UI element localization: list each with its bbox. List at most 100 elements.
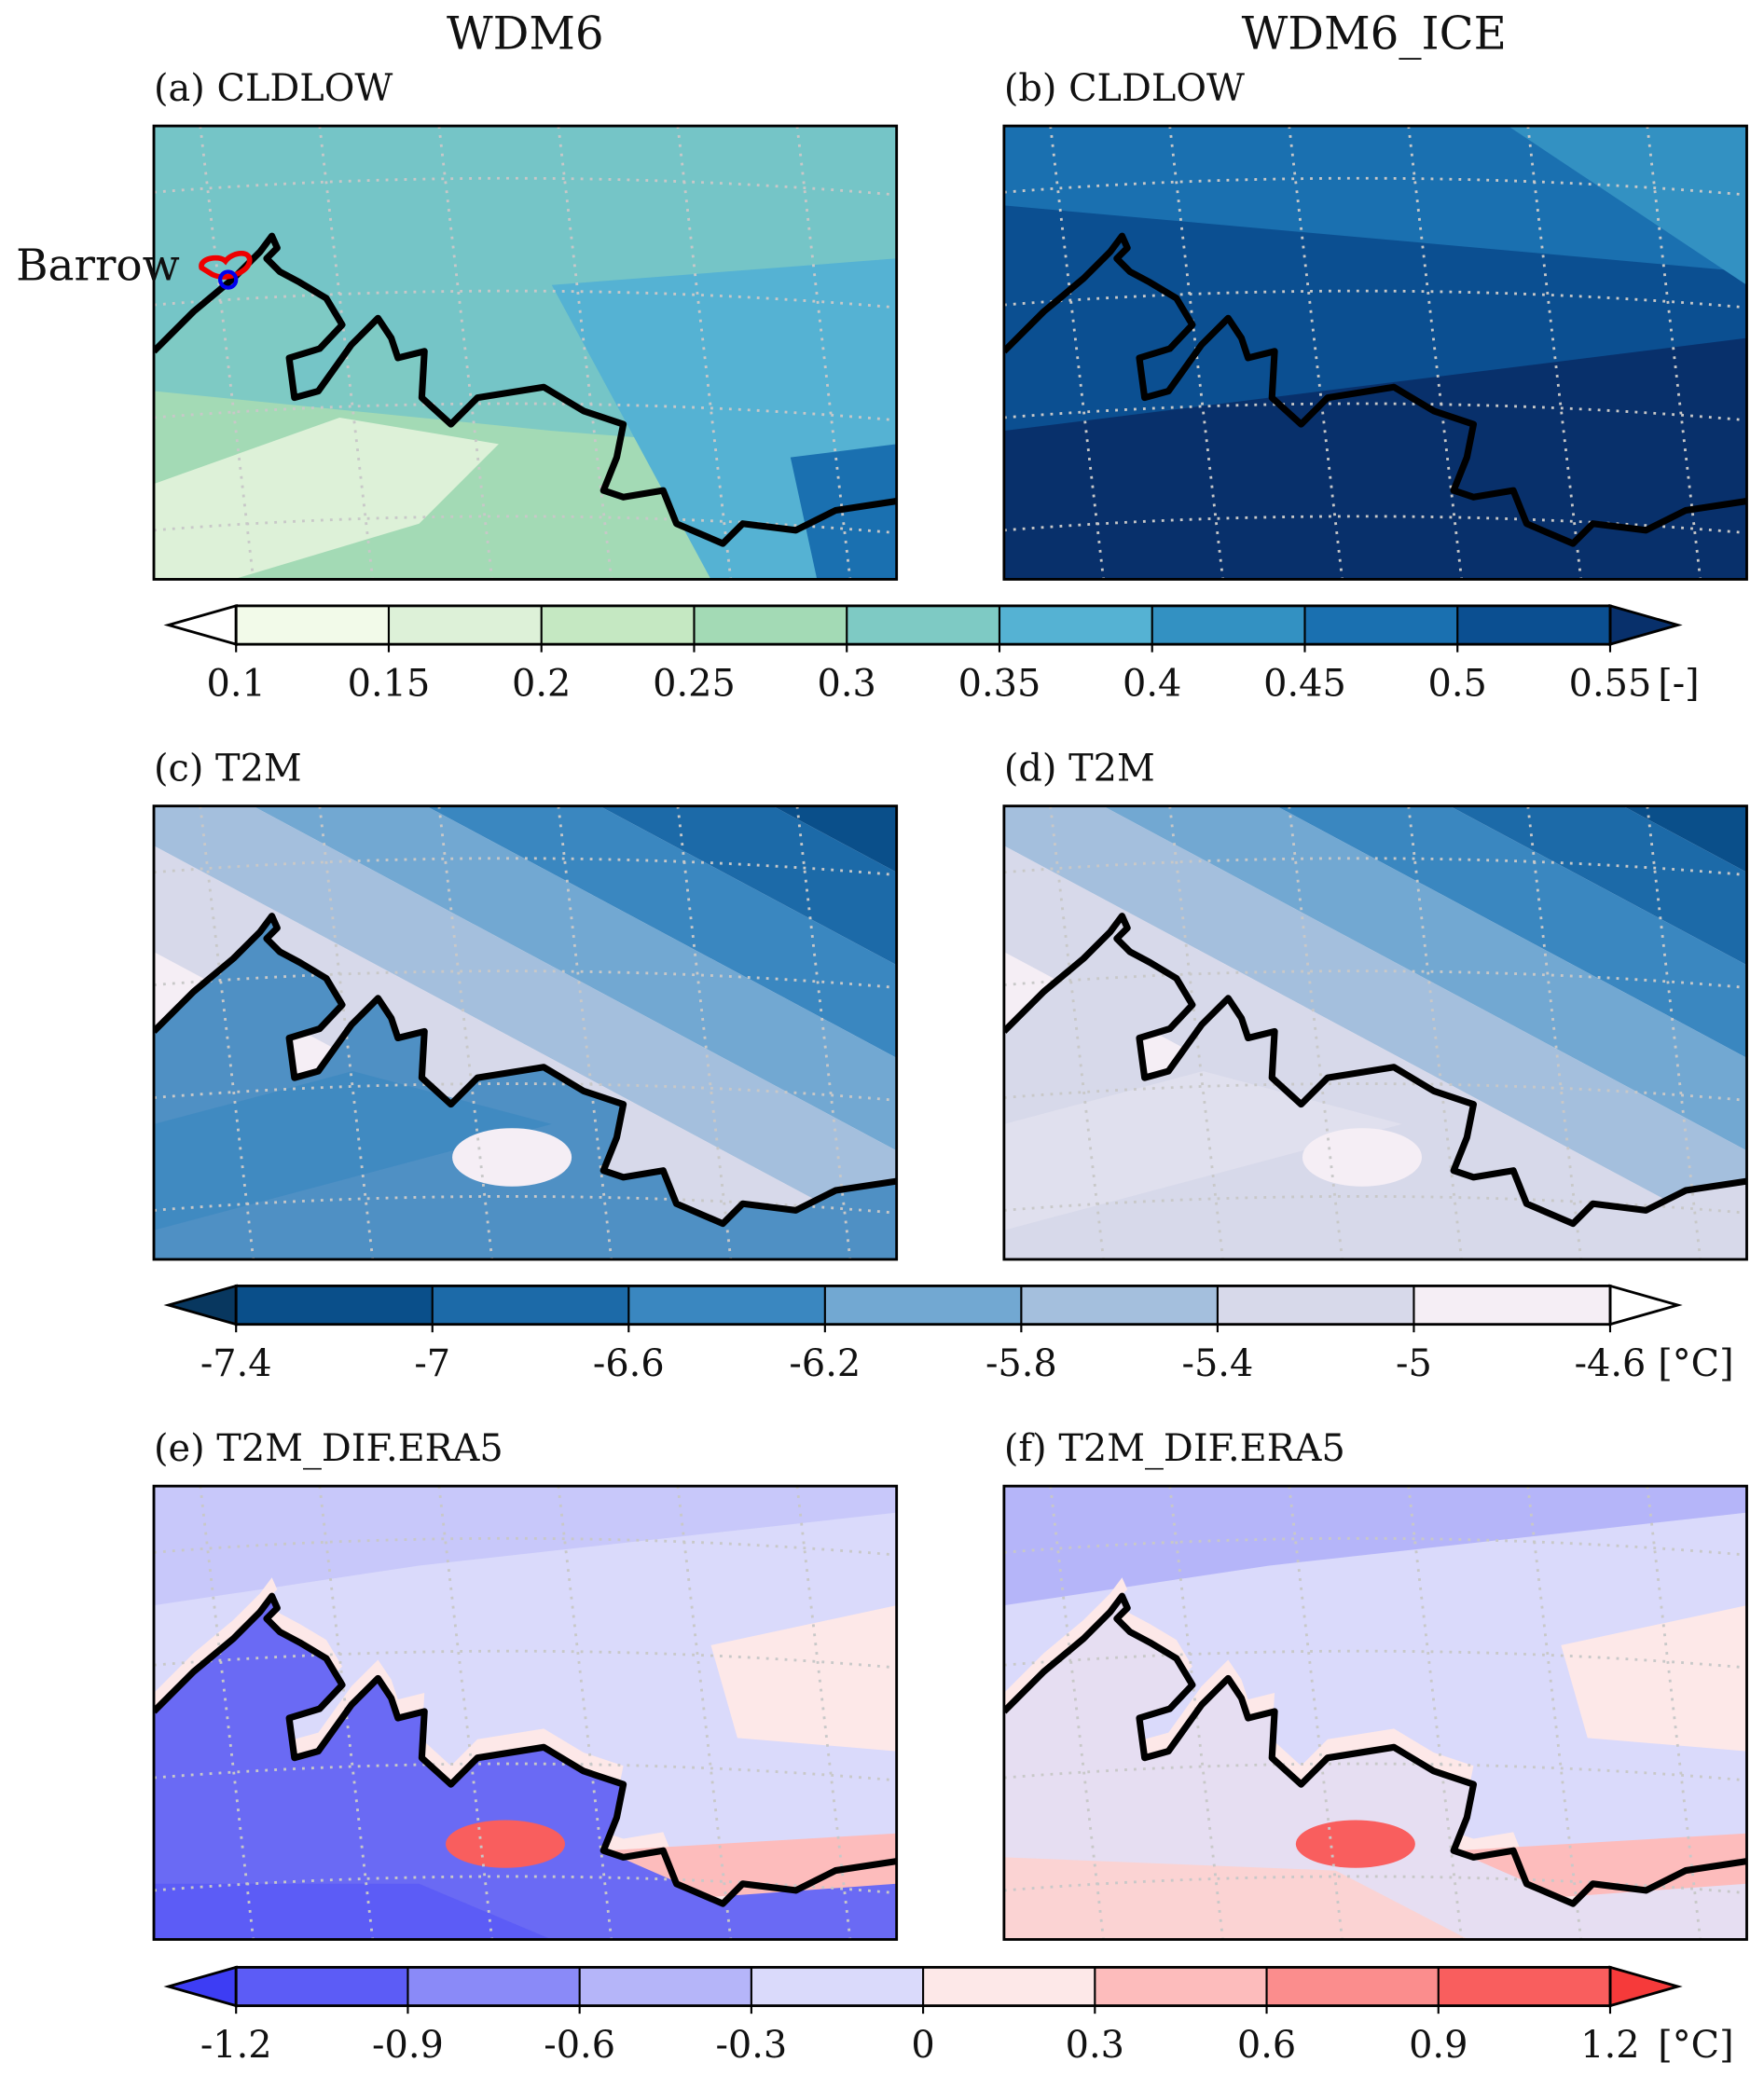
field-band xyxy=(1003,846,1747,1259)
graticule xyxy=(199,126,255,580)
colorbar-tick-label: -6.6 xyxy=(593,1342,665,1385)
colorbar-segment xyxy=(236,605,389,645)
graticule xyxy=(199,805,255,1259)
colorbar-tick-label: 0.55 xyxy=(1569,663,1652,706)
graticule xyxy=(1288,805,1344,1259)
colorbar-extend xyxy=(163,1965,238,2008)
graticule xyxy=(154,1536,897,1557)
land xyxy=(452,1128,572,1187)
colorbar-segment xyxy=(694,605,848,645)
colorbar-tick-label: 0.25 xyxy=(653,663,736,706)
colorbar-segment xyxy=(1095,1967,1267,2006)
graticule xyxy=(1003,1649,1747,1670)
graticule xyxy=(557,1486,613,1940)
graticule xyxy=(154,402,897,422)
colorbar-tick-label: 0 xyxy=(911,2024,934,2067)
graticule xyxy=(1407,1486,1464,1940)
map-panel xyxy=(1003,1486,1747,1940)
colorbar-segment xyxy=(388,605,542,645)
field-band xyxy=(1003,805,1747,1244)
graticule xyxy=(1049,1486,1105,1940)
graticule xyxy=(1168,805,1225,1259)
field-band xyxy=(154,805,897,1244)
colorbar-tick-label: -6.2 xyxy=(789,1342,861,1385)
colorbar-unit: [-] xyxy=(1658,663,1700,706)
panel-label: (e) T2M_DIF.ERA5 xyxy=(154,1427,503,1470)
colorbar-segment xyxy=(236,1967,408,2006)
colorbar-segment xyxy=(1217,1285,1414,1325)
colorbar-tick-label: 0.9 xyxy=(1409,2024,1468,2067)
colorbar-extend xyxy=(1608,1965,1683,2008)
graticule xyxy=(1288,1486,1344,1940)
colorbar-tick-label: -5.4 xyxy=(1182,1342,1254,1385)
graticule xyxy=(676,805,733,1259)
map-panel xyxy=(154,805,897,1259)
colorbar-segment xyxy=(1413,1285,1610,1325)
colorbar-segment xyxy=(1021,1285,1218,1325)
colorbar-tick-label: -1.2 xyxy=(200,2024,272,2067)
graticule xyxy=(154,176,897,197)
cold xyxy=(154,1883,552,1940)
coastline xyxy=(1003,232,1747,547)
graticule xyxy=(154,515,897,535)
panel-frame xyxy=(152,1484,899,1941)
coastline xyxy=(154,1592,897,1907)
column-title: WDM6_ICE xyxy=(1242,7,1507,60)
colorbar-tick-label: 1.2 xyxy=(1580,2024,1639,2067)
field-band xyxy=(1561,1605,1747,1752)
colorbar-tick-label: 0.5 xyxy=(1428,663,1487,706)
graticule xyxy=(1646,1486,1702,1940)
colorbar-tick-label: 0.2 xyxy=(512,663,571,706)
coastline xyxy=(1003,1592,1747,1907)
panel-frame xyxy=(152,804,899,1261)
colorbar-tick-label: 0.45 xyxy=(1263,663,1346,706)
colorbar-extend xyxy=(163,1284,238,1327)
graticule xyxy=(154,289,897,309)
graticule xyxy=(557,805,613,1259)
graticule xyxy=(1003,857,1747,876)
graticule xyxy=(318,805,375,1259)
colorbar-unit: [°C] xyxy=(1658,1342,1733,1385)
hot-spot xyxy=(445,1820,566,1868)
graticule xyxy=(437,126,494,580)
map-panel xyxy=(154,126,897,580)
graticule xyxy=(437,805,494,1259)
panel-label: (a) CLDLOW xyxy=(154,67,393,110)
graticule xyxy=(1003,969,1747,989)
colorbar-tick-label: -0.6 xyxy=(544,2024,615,2067)
colorbar-tick-label: 0.15 xyxy=(348,663,431,706)
graticule xyxy=(1003,1082,1747,1102)
graticule xyxy=(1407,805,1464,1259)
panel-label: (d) T2M xyxy=(1004,748,1155,791)
coastline xyxy=(154,913,897,1228)
colorbar-segment xyxy=(999,605,1152,645)
colorbar-segment xyxy=(1151,605,1305,645)
colorbar-tick-label: -5.8 xyxy=(985,1342,1057,1385)
colorbar-tick-label: 0.6 xyxy=(1237,2024,1296,2067)
colorbar-tick-label: -7 xyxy=(414,1342,450,1385)
graticule xyxy=(1003,1762,1747,1782)
colorbar-tick-label: 0.35 xyxy=(958,663,1041,706)
colorbar-segment xyxy=(1304,605,1458,645)
graticule xyxy=(795,126,852,580)
coastline xyxy=(1003,913,1747,1228)
graticule xyxy=(318,1486,375,1940)
graticule xyxy=(1049,126,1105,580)
colorbar-unit: [°C] xyxy=(1658,2024,1733,2067)
panel-label: (c) T2M xyxy=(154,748,302,791)
colorbar-segment xyxy=(579,1967,751,2006)
graticule xyxy=(1526,1486,1583,1940)
graticule xyxy=(154,1762,897,1782)
field-band xyxy=(154,1486,897,1606)
graticule xyxy=(1288,126,1344,580)
annotation: Barrow xyxy=(16,241,180,292)
colorbar-tick-label: 0.3 xyxy=(1066,2024,1124,2067)
coastline xyxy=(154,232,897,547)
map-panel xyxy=(1003,805,1747,1259)
colorbar-extend xyxy=(1608,604,1683,647)
colorbar-segment xyxy=(847,605,999,645)
colorbar-extend xyxy=(1608,1284,1683,1327)
graticule xyxy=(1168,1486,1225,1940)
colorbar-tick-label: 0.4 xyxy=(1123,663,1181,706)
